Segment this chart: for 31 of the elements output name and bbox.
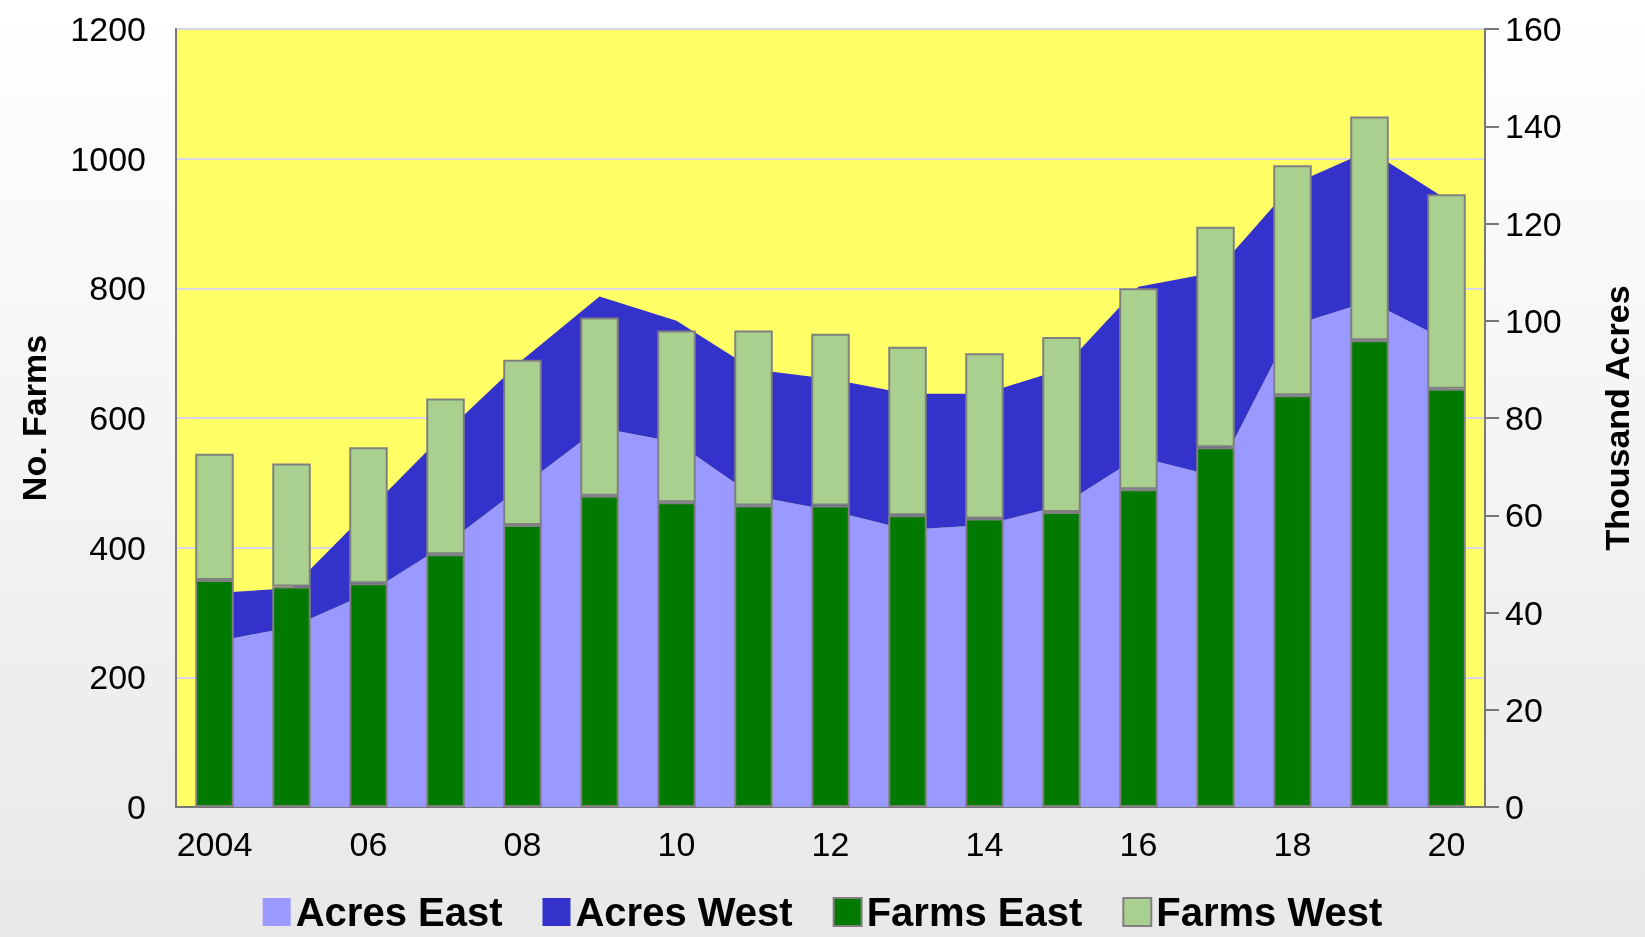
legend-label: Acres East xyxy=(295,890,503,934)
y-tick-label: 1200 xyxy=(70,10,146,48)
y2-tick-label: 20 xyxy=(1505,690,1543,729)
legend-label: Farms East xyxy=(866,890,1083,934)
y-tick-label: 200 xyxy=(89,658,146,697)
x-tick-label: 06 xyxy=(349,825,388,863)
y2-tick-label: 80 xyxy=(1505,399,1543,437)
y-axis-title: No. Farms xyxy=(15,334,53,502)
y2-axis-title: Thousand Acres xyxy=(1598,285,1636,551)
legend-label: Farms West xyxy=(1156,890,1383,934)
legend-label: Acres West xyxy=(575,890,793,934)
x-tick-label: 08 xyxy=(503,825,542,863)
x-tick-label: 16 xyxy=(1119,825,1158,863)
x-tick-label: 10 xyxy=(657,825,696,863)
y2-tick-label: 160 xyxy=(1505,10,1562,48)
x-tick-label: 2004 xyxy=(176,825,253,863)
y2-tick-label: 40 xyxy=(1505,593,1543,632)
y2-tick-label: 140 xyxy=(1505,107,1562,146)
x-tick-label: 20 xyxy=(1427,825,1466,863)
y-tick-label: 400 xyxy=(89,528,146,567)
y-tick-label: 0 xyxy=(127,788,146,826)
x-tick-label: 18 xyxy=(1273,825,1312,863)
x-tick-label: 12 xyxy=(811,825,850,863)
x-tick-label: 14 xyxy=(965,825,1004,863)
y2-tick-label: 60 xyxy=(1505,496,1543,535)
y-tick-label: 800 xyxy=(89,269,146,308)
y-tick-label: 1000 xyxy=(70,139,146,178)
y-tick-label: 600 xyxy=(89,399,146,437)
y2-tick-label: 0 xyxy=(1505,788,1524,826)
y2-tick-label: 120 xyxy=(1505,204,1562,243)
y2-tick-label: 100 xyxy=(1505,301,1562,340)
